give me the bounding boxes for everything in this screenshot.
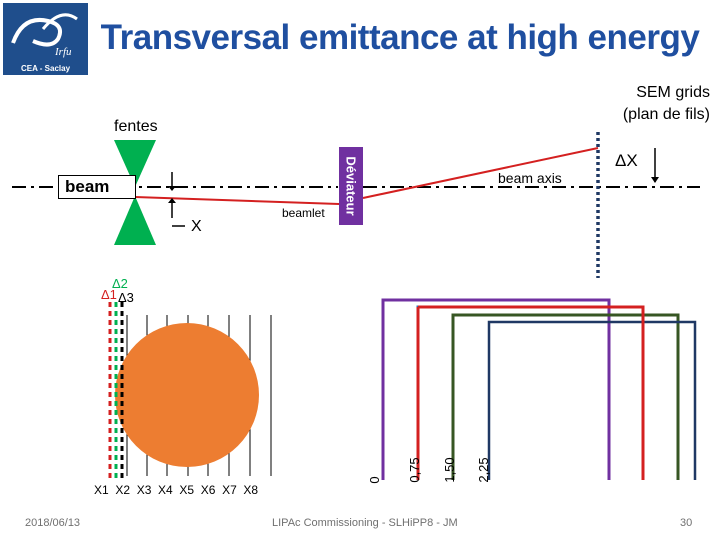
logo-mark: Irfu: [54, 46, 72, 58]
offset-bracket-150: [451, 313, 680, 480]
offset-label-075: 0,75: [407, 457, 422, 483]
beamlet-label: beamlet: [282, 206, 325, 220]
delta1-label: Δ1: [101, 287, 117, 302]
offset-bracket-225: [487, 320, 697, 480]
logo-text: CEA - Saclay: [20, 64, 71, 73]
x-label: X: [191, 218, 202, 235]
beam-spot: [115, 323, 259, 467]
beam-label: beam: [58, 175, 136, 199]
delta2-label: Δ2: [112, 276, 128, 291]
sem-grids-label: SEM grids (plan de fils): [598, 82, 710, 126]
offset-bracket-0: [381, 298, 611, 480]
deviateur-box: Déviateur: [339, 147, 363, 225]
page-title: Transversal emittance at high energy: [100, 18, 700, 57]
x-positions-label: X1 X2 X3 X4 X5 X6 X7 X8: [94, 483, 259, 497]
beamlet-line: [135, 196, 339, 205]
fentes-label: fentes: [114, 118, 158, 135]
footer-center: LIPAc Commissioning - SLHiPP8 - JM: [272, 517, 458, 529]
footer-page: 30: [680, 517, 693, 529]
cea-saclay-logo: Irfu CEA - Saclay: [3, 3, 88, 75]
deflected-beamlet-line: [362, 147, 599, 199]
slit-bottom: [114, 196, 156, 245]
offset-label-150: 1,50: [442, 457, 457, 483]
offset-label-0: 0: [367, 476, 382, 484]
sem-grids-line2: (plan de fils): [622, 106, 710, 123]
sem-grids-line1: SEM grids: [636, 84, 710, 101]
footer-date: 2018/06/13: [25, 517, 81, 529]
delta3-label: Δ3: [118, 290, 134, 305]
offset-label-225: 2,25: [476, 457, 491, 483]
slit-top: [114, 140, 156, 187]
irfu-logo-icon: Irfu: [11, 13, 78, 58]
beam-axis-label: beam axis: [498, 170, 562, 186]
delta-x-label: ΔX: [615, 151, 638, 170]
deviateur-label: Déviateur: [343, 156, 359, 216]
